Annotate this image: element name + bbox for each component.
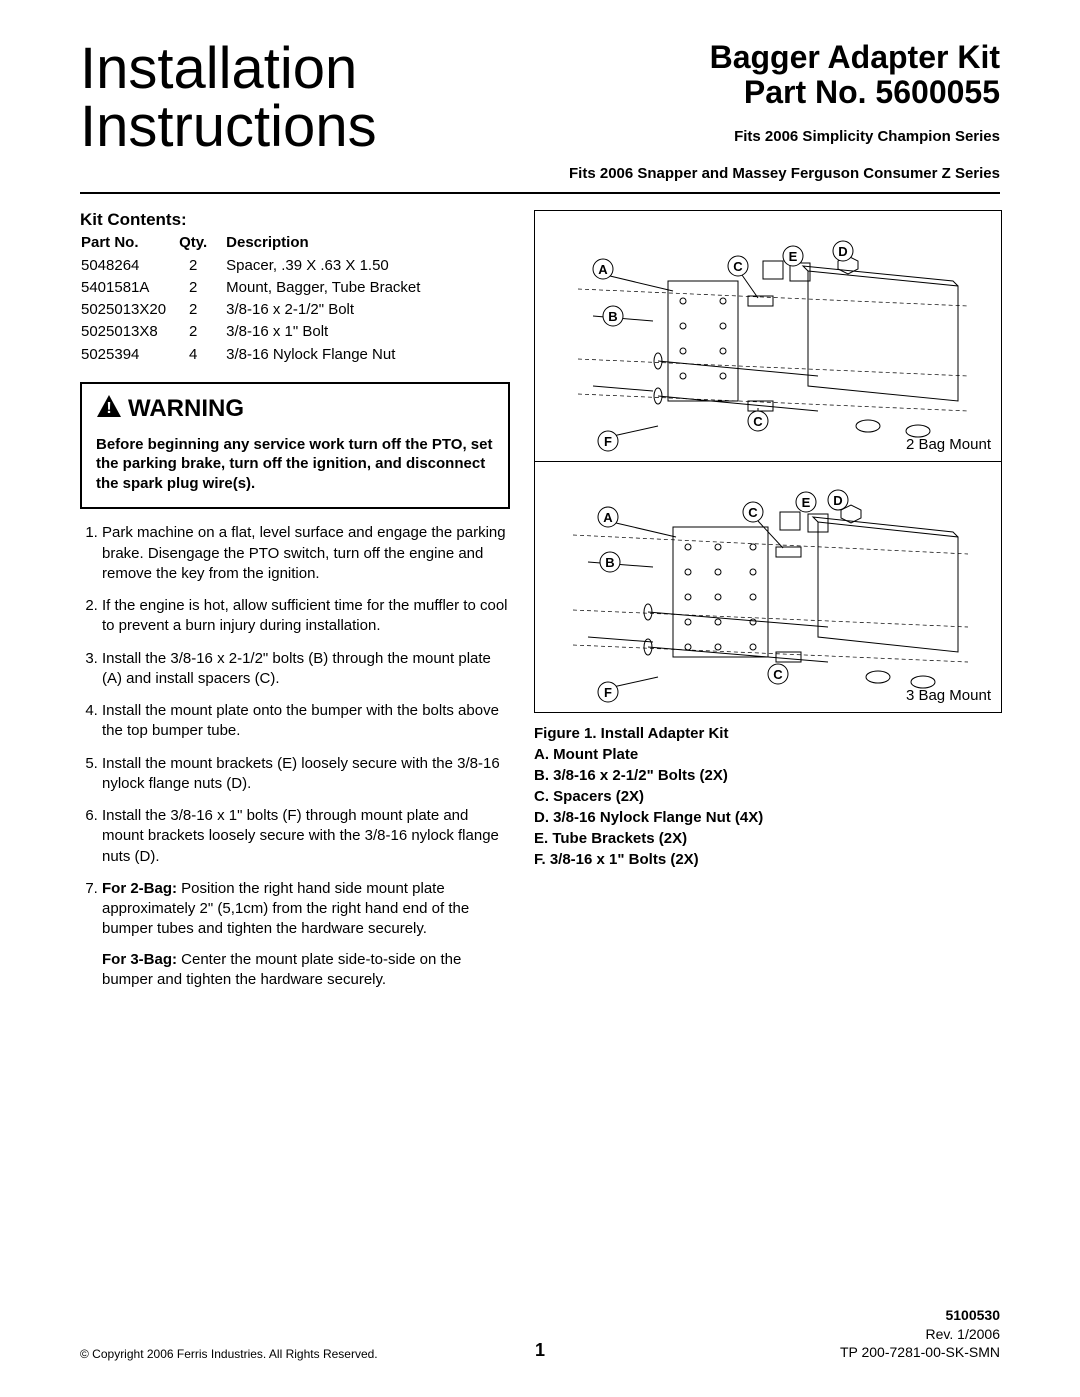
step-item: For 2-Bag: Position the right hand side … bbox=[102, 879, 510, 990]
footer-right-block: 5100530 Rev. 1/2006 TP 200-7281-00-SK-SM… bbox=[840, 1306, 1000, 1361]
svg-text:A: A bbox=[598, 262, 608, 277]
cell-qty: 2 bbox=[178, 255, 225, 277]
steps-list: Park machine on a flat, level surface an… bbox=[80, 523, 510, 990]
page-header: Installation Instructions Bagger Adapter… bbox=[80, 40, 1000, 194]
product-title-line1: Bagger Adapter Kit bbox=[569, 40, 1000, 75]
left-column: Kit Contents: Part No. Qty. Description … bbox=[80, 210, 510, 1005]
legend-item: A. Mount Plate bbox=[534, 744, 1000, 765]
cell-partno: 5025013X8 bbox=[80, 321, 178, 343]
col-qty: Qty. bbox=[178, 232, 225, 254]
step7-lead-bold: For 2-Bag: bbox=[102, 880, 177, 897]
table-row: 5401581A 2 Mount, Bagger, Tube Bracket bbox=[80, 277, 432, 299]
step-item: Install the mount plate onto the bumper … bbox=[102, 701, 510, 742]
table-header-row: Part No. Qty. Description bbox=[80, 232, 432, 254]
fits-line2: Fits 2006 Snapper and Massey Ferguson Co… bbox=[569, 163, 1000, 184]
right-column: A B C C E D F 2 Bag Mount bbox=[534, 210, 1000, 1005]
figure-legend: Figure 1. Install Adapter Kit A. Mount P… bbox=[534, 723, 1000, 870]
cell-desc: 3/8-16 x 2-1/2" Bolt bbox=[225, 299, 432, 321]
cell-partno: 5025013X20 bbox=[80, 299, 178, 321]
product-title-block: Bagger Adapter Kit Part No. 5600055 Fits… bbox=[569, 40, 1000, 184]
svg-text:C: C bbox=[748, 505, 758, 520]
step-item: Install the 3/8-16 x 2-1/2" bolts (B) th… bbox=[102, 649, 510, 690]
kit-contents-table: Part No. Qty. Description 5048264 2 Spac… bbox=[80, 232, 432, 366]
cell-qty: 2 bbox=[178, 299, 225, 321]
content-columns: Kit Contents: Part No. Qty. Description … bbox=[80, 210, 1000, 1005]
step-item: Park machine on a flat, level surface an… bbox=[102, 523, 510, 584]
step7-p2: For 3-Bag: Center the mount plate side-t… bbox=[102, 950, 510, 991]
step7-p2-bold: For 3-Bag: bbox=[102, 951, 177, 968]
legend-item: D. 3/8-16 Nylock Flange Nut (4X) bbox=[534, 807, 1000, 828]
col-partno: Part No. bbox=[80, 232, 178, 254]
footer-docno: 5100530 bbox=[840, 1306, 1000, 1324]
panel-caption-3bag: 3 Bag Mount bbox=[906, 687, 991, 704]
table-row: 5048264 2 Spacer, .39 X .63 X 1.50 bbox=[80, 255, 432, 277]
cell-qty: 2 bbox=[178, 321, 225, 343]
page-footer: © Copyright 2006 Ferris Industries. All … bbox=[80, 1306, 1000, 1361]
step-item: If the engine is hot, allow sufficient t… bbox=[102, 596, 510, 637]
col-desc: Description bbox=[225, 232, 432, 254]
legend-title: Figure 1. Install Adapter Kit bbox=[534, 723, 1000, 744]
svg-text:F: F bbox=[604, 685, 612, 700]
cell-desc: 3/8-16 x 1" Bolt bbox=[225, 321, 432, 343]
cell-partno: 5025394 bbox=[80, 344, 178, 366]
cell-partno: 5048264 bbox=[80, 255, 178, 277]
kit-contents-heading: Kit Contents: bbox=[80, 210, 510, 230]
svg-text:C: C bbox=[773, 667, 783, 682]
legend-item: B. 3/8-16 x 2-1/2" Bolts (2X) bbox=[534, 765, 1000, 786]
svg-text:C: C bbox=[753, 414, 763, 429]
product-title-line2: Part No. 5600055 bbox=[569, 75, 1000, 110]
svg-text:B: B bbox=[605, 555, 614, 570]
footer-page-number: 1 bbox=[535, 1340, 545, 1361]
diagram-panel-3bag: A B C C E D F 3 Bag Mount bbox=[535, 462, 1001, 712]
svg-text:F: F bbox=[604, 434, 612, 449]
cell-desc: Spacer, .39 X .63 X 1.50 bbox=[225, 255, 432, 277]
footer-tp: TP 200-7281-00-SK-SMN bbox=[840, 1343, 1000, 1361]
legend-item: C. Spacers (2X) bbox=[534, 786, 1000, 807]
doc-title-line1: Installation bbox=[80, 40, 377, 98]
diagram-svg-2bag: A B C C E D F bbox=[535, 211, 1001, 461]
cell-desc: Mount, Bagger, Tube Bracket bbox=[225, 277, 432, 299]
cell-partno: 5401581A bbox=[80, 277, 178, 299]
warning-body-text: Before beginning any service work turn o… bbox=[96, 435, 494, 494]
svg-text:D: D bbox=[838, 244, 847, 259]
table-row: 5025013X8 2 3/8-16 x 1" Bolt bbox=[80, 321, 432, 343]
table-row: 5025013X20 2 3/8-16 x 2-1/2" Bolt bbox=[80, 299, 432, 321]
legend-item: F. 3/8-16 x 1" Bolts (2X) bbox=[534, 849, 1000, 870]
svg-text:E: E bbox=[789, 249, 798, 264]
svg-text:A: A bbox=[603, 510, 613, 525]
warning-title-text: WARNING bbox=[128, 395, 244, 423]
fits-line1: Fits 2006 Simplicity Champion Series bbox=[569, 126, 1000, 147]
warning-title-row: ! WARNING bbox=[96, 394, 494, 425]
doc-title-line2: Instructions bbox=[80, 98, 377, 156]
diagram-panel-2bag: A B C C E D F 2 Bag Mount bbox=[535, 211, 1001, 462]
footer-copyright: © Copyright 2006 Ferris Industries. All … bbox=[80, 1347, 378, 1361]
diagram-svg-3bag: A B C C E D F bbox=[535, 462, 1001, 712]
svg-text:E: E bbox=[802, 495, 811, 510]
cell-qty: 2 bbox=[178, 277, 225, 299]
cell-desc: 3/8-16 Nylock Flange Nut bbox=[225, 344, 432, 366]
legend-item: E. Tube Brackets (2X) bbox=[534, 828, 1000, 849]
warning-box: ! WARNING Before beginning any service w… bbox=[80, 382, 510, 510]
warning-icon: ! bbox=[96, 394, 122, 425]
svg-text:!: ! bbox=[106, 400, 111, 417]
page: Installation Instructions Bagger Adapter… bbox=[0, 0, 1080, 1397]
footer-rev: Rev. 1/2006 bbox=[840, 1325, 1000, 1343]
table-row: 5025394 4 3/8-16 Nylock Flange Nut bbox=[80, 344, 432, 366]
svg-text:C: C bbox=[733, 259, 743, 274]
svg-text:B: B bbox=[608, 309, 617, 324]
svg-text:D: D bbox=[833, 493, 842, 508]
diagram-box: A B C C E D F 2 Bag Mount bbox=[534, 210, 1002, 713]
doc-title: Installation Instructions bbox=[80, 40, 377, 156]
step-item: Install the mount brackets (E) loosely s… bbox=[102, 754, 510, 795]
cell-qty: 4 bbox=[178, 344, 225, 366]
step-item: Install the 3/8-16 x 1" bolts (F) throug… bbox=[102, 806, 510, 867]
panel-caption-2bag: 2 Bag Mount bbox=[906, 436, 991, 453]
